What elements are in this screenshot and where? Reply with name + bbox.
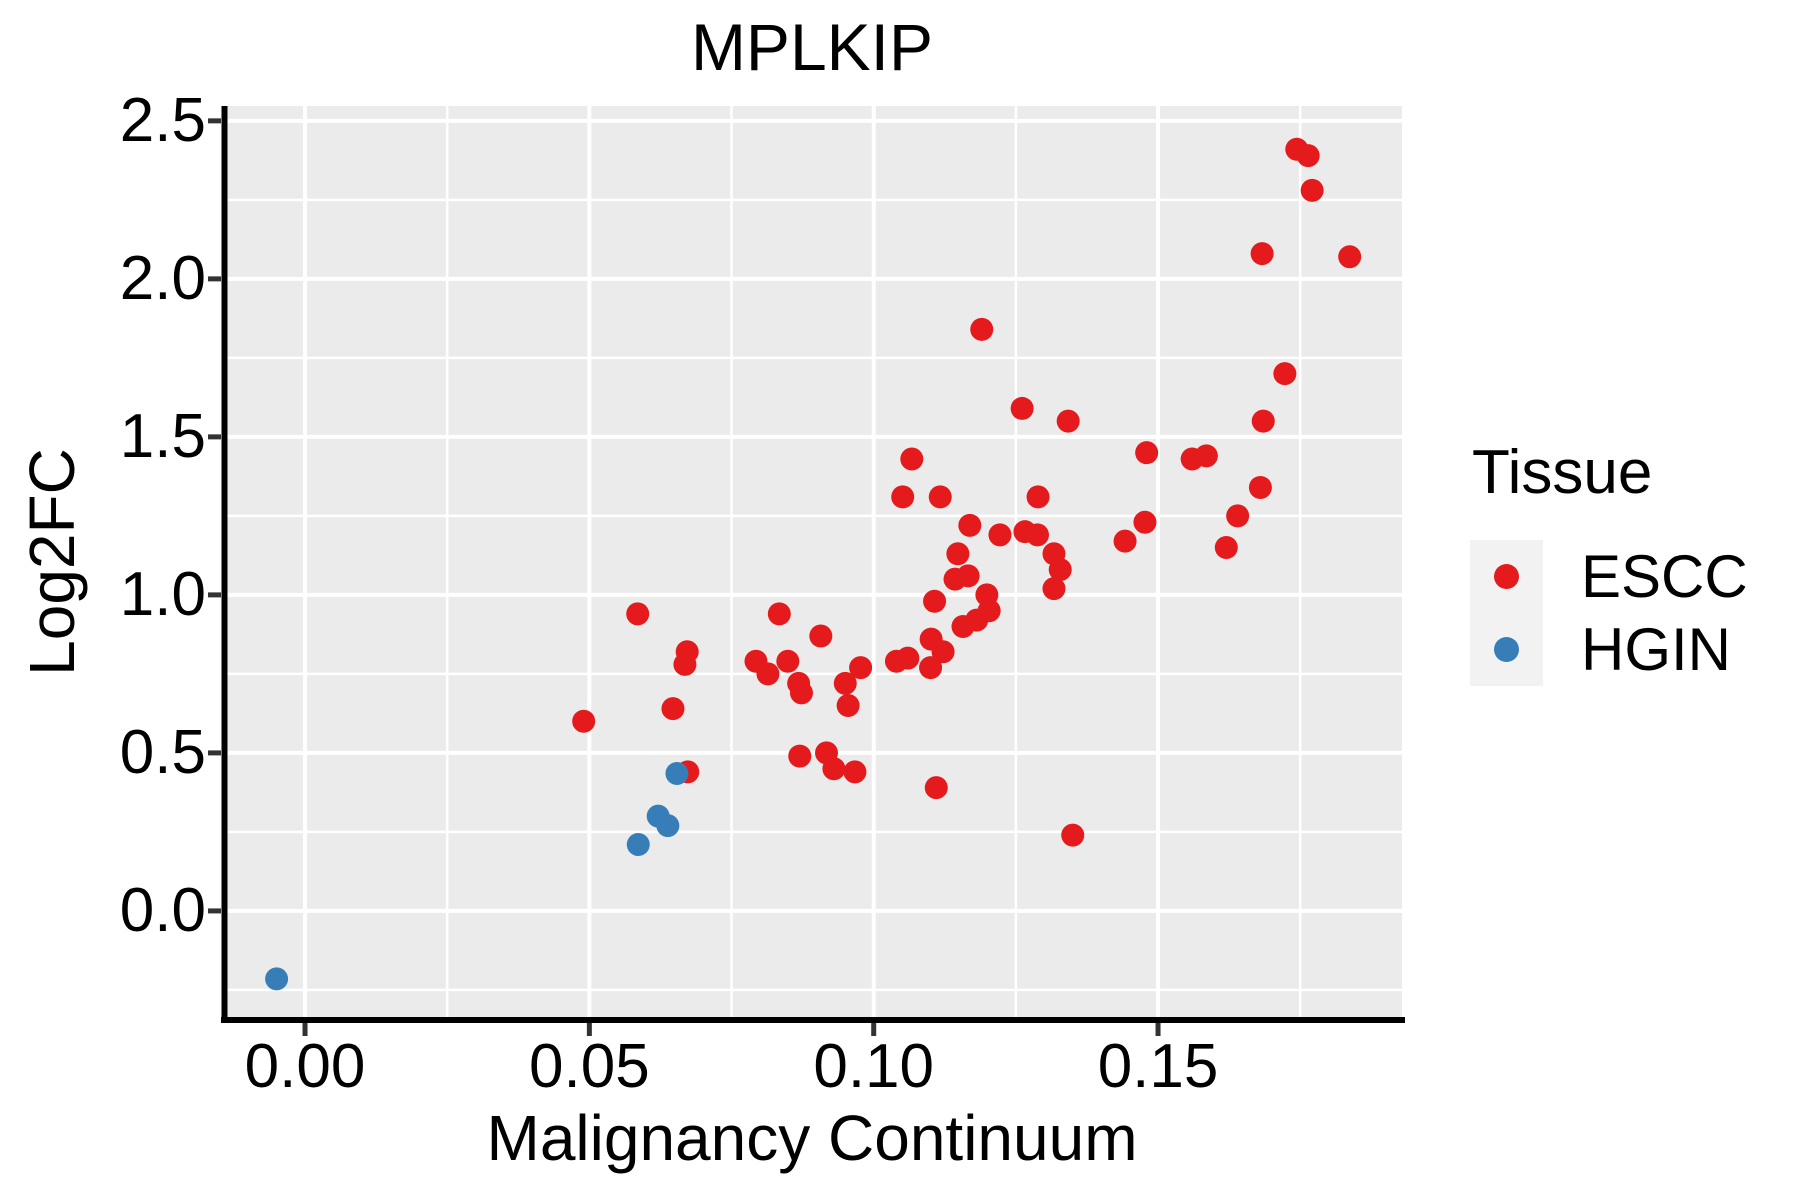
- x-tick-label: 0.05: [529, 1032, 650, 1101]
- data-point-escc: [1248, 475, 1272, 499]
- data-point-escc: [1010, 396, 1034, 420]
- y-tick-label: 2.0: [119, 243, 206, 313]
- legend-label-hgin: HGIN: [1581, 615, 1731, 683]
- data-point-escc: [900, 447, 924, 471]
- data-point-escc: [1113, 529, 1137, 553]
- data-point-escc: [958, 513, 982, 537]
- escc-point-icon: [1494, 564, 1519, 589]
- data-point-escc: [1214, 535, 1238, 559]
- data-point-escc: [1338, 245, 1362, 269]
- hgin-point-icon: [1494, 637, 1519, 662]
- data-point-hgin: [665, 761, 689, 785]
- data-point-escc: [1250, 242, 1274, 266]
- x-tick-label: 0.15: [1097, 1032, 1219, 1101]
- data-point-escc: [1056, 409, 1080, 433]
- legend-key-box: [1470, 540, 1543, 613]
- legend-title: Tissue: [1472, 438, 1653, 507]
- data-point-escc: [1300, 178, 1324, 202]
- data-point-escc: [1135, 441, 1159, 465]
- data-point-escc: [919, 656, 943, 680]
- data-point-escc: [572, 709, 596, 733]
- data-point-escc: [1025, 523, 1049, 547]
- legend-entry-hgin: HGIN: [1470, 613, 1748, 686]
- data-point-escc: [661, 697, 685, 721]
- data-point-escc: [673, 652, 697, 676]
- data-point-escc: [970, 317, 994, 341]
- data-point-escc: [1133, 510, 1157, 534]
- y-tick-label: 0.5: [119, 717, 206, 787]
- data-point-escc: [977, 599, 1001, 623]
- data-point-escc: [843, 760, 867, 784]
- y-tick-label: 2.5: [119, 85, 206, 155]
- data-point-escc: [1061, 823, 1085, 847]
- data-point-escc: [776, 649, 800, 673]
- data-point-escc: [946, 542, 970, 566]
- data-point-escc: [988, 523, 1012, 547]
- data-point-escc: [956, 564, 980, 588]
- plot-title: MPLKIP: [690, 10, 934, 84]
- data-point-escc: [1194, 444, 1218, 468]
- data-point-escc: [809, 624, 833, 648]
- data-point-escc: [789, 681, 813, 705]
- data-point-escc: [849, 656, 873, 680]
- data-point-hgin: [265, 967, 289, 991]
- x-axis-label: Malignancy Continuum: [486, 1102, 1138, 1174]
- data-point-escc: [788, 744, 812, 768]
- legend-entry-escc: ESCC: [1470, 540, 1748, 613]
- y-tick-label: 0.0: [119, 875, 206, 945]
- data-point-escc: [1296, 144, 1320, 168]
- data-point-escc: [1273, 362, 1297, 386]
- data-point-hgin: [656, 814, 680, 838]
- data-point-escc: [767, 602, 791, 626]
- data-point-escc: [924, 776, 948, 800]
- data-point-escc: [928, 485, 952, 509]
- data-point-escc: [1042, 577, 1066, 601]
- data-point-escc: [891, 485, 915, 509]
- data-point-escc: [1048, 558, 1072, 582]
- data-point-escc: [836, 694, 860, 718]
- data-point-escc: [931, 640, 955, 664]
- legend-keys: ESCC HGIN: [1470, 540, 1748, 686]
- plot-panel: [222, 106, 1402, 1019]
- data-point-escc: [1251, 409, 1275, 433]
- data-point-escc: [833, 671, 857, 695]
- data-point-escc: [923, 589, 947, 613]
- x-tick-label: 0.00: [244, 1032, 366, 1101]
- data-point-escc: [756, 662, 780, 686]
- y-tick-label: 1.0: [119, 559, 206, 629]
- x-tick-label: 0.10: [813, 1032, 935, 1101]
- data-point-hgin: [626, 833, 650, 857]
- data-point-escc: [1226, 504, 1250, 528]
- data-point-escc: [896, 646, 920, 670]
- data-point-escc: [1026, 485, 1050, 509]
- legend-key-box: [1470, 613, 1543, 686]
- data-point-escc: [822, 757, 846, 781]
- data-point-escc: [626, 602, 650, 626]
- y-tick-label: 1.5: [119, 401, 206, 471]
- legend: Tissue ESCC HGIN: [1470, 438, 1748, 686]
- legend-label-escc: ESCC: [1581, 542, 1748, 610]
